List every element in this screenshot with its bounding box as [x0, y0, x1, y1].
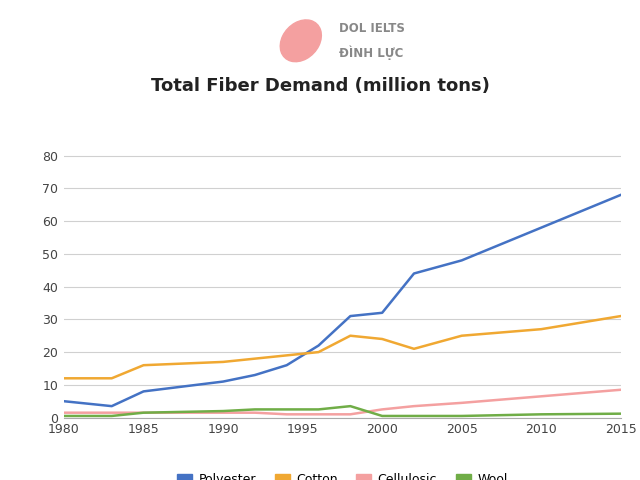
- Wool: [108, 413, 116, 419]
- Cotton: [538, 326, 545, 332]
- Cellulosic: [538, 394, 545, 399]
- Polyester: [140, 388, 147, 394]
- Polyester: [60, 398, 68, 404]
- Cellulosic: [410, 403, 418, 409]
- Wool: [378, 413, 386, 419]
- Cotton: [140, 362, 147, 368]
- Wool: [617, 411, 625, 417]
- Cellulosic: [346, 411, 354, 417]
- Polyester: [538, 225, 545, 230]
- Line: Cotton: Cotton: [64, 316, 621, 378]
- Wool: [538, 411, 545, 417]
- Text: DOL IELTS: DOL IELTS: [339, 22, 405, 36]
- Cellulosic: [458, 400, 465, 406]
- Cellulosic: [283, 411, 291, 417]
- Cotton: [617, 313, 625, 319]
- Wool: [458, 413, 465, 419]
- Cotton: [346, 333, 354, 338]
- Polyester: [283, 362, 291, 368]
- Cotton: [108, 375, 116, 381]
- Polyester: [458, 257, 465, 263]
- Cotton: [220, 359, 227, 365]
- Wool: [251, 407, 259, 412]
- Polyester: [220, 379, 227, 384]
- Cotton: [378, 336, 386, 342]
- Cellulosic: [617, 387, 625, 393]
- Wool: [346, 403, 354, 409]
- Wool: [315, 407, 323, 412]
- Polyester: [378, 310, 386, 316]
- Cotton: [458, 333, 465, 338]
- Polyester: [251, 372, 259, 378]
- Cotton: [283, 352, 291, 358]
- Polyester: [346, 313, 354, 319]
- Cellulosic: [220, 410, 227, 416]
- Text: Total Fiber Demand (million tons): Total Fiber Demand (million tons): [150, 77, 490, 96]
- Line: Wool: Wool: [64, 406, 621, 416]
- Wool: [410, 413, 418, 419]
- Cotton: [410, 346, 418, 352]
- Cellulosic: [378, 407, 386, 412]
- Cellulosic: [251, 410, 259, 416]
- Polyester: [410, 271, 418, 276]
- Cellulosic: [140, 410, 147, 416]
- Cotton: [251, 356, 259, 361]
- Wool: [60, 413, 68, 419]
- Cotton: [60, 375, 68, 381]
- Polyester: [108, 403, 116, 409]
- Cellulosic: [315, 411, 323, 417]
- Wool: [140, 410, 147, 416]
- Text: ĐÌNH LỰC: ĐÌNH LỰC: [339, 46, 404, 60]
- Wool: [220, 408, 227, 414]
- Legend: Polyester, Cotton, Cellulosic, Wool: Polyester, Cotton, Cellulosic, Wool: [172, 468, 513, 480]
- Cellulosic: [60, 410, 68, 416]
- Line: Cellulosic: Cellulosic: [64, 390, 621, 414]
- Polyester: [315, 343, 323, 348]
- Polyester: [617, 192, 625, 198]
- Cotton: [315, 349, 323, 355]
- Cellulosic: [108, 410, 116, 416]
- Wool: [283, 407, 291, 412]
- Line: Polyester: Polyester: [64, 195, 621, 406]
